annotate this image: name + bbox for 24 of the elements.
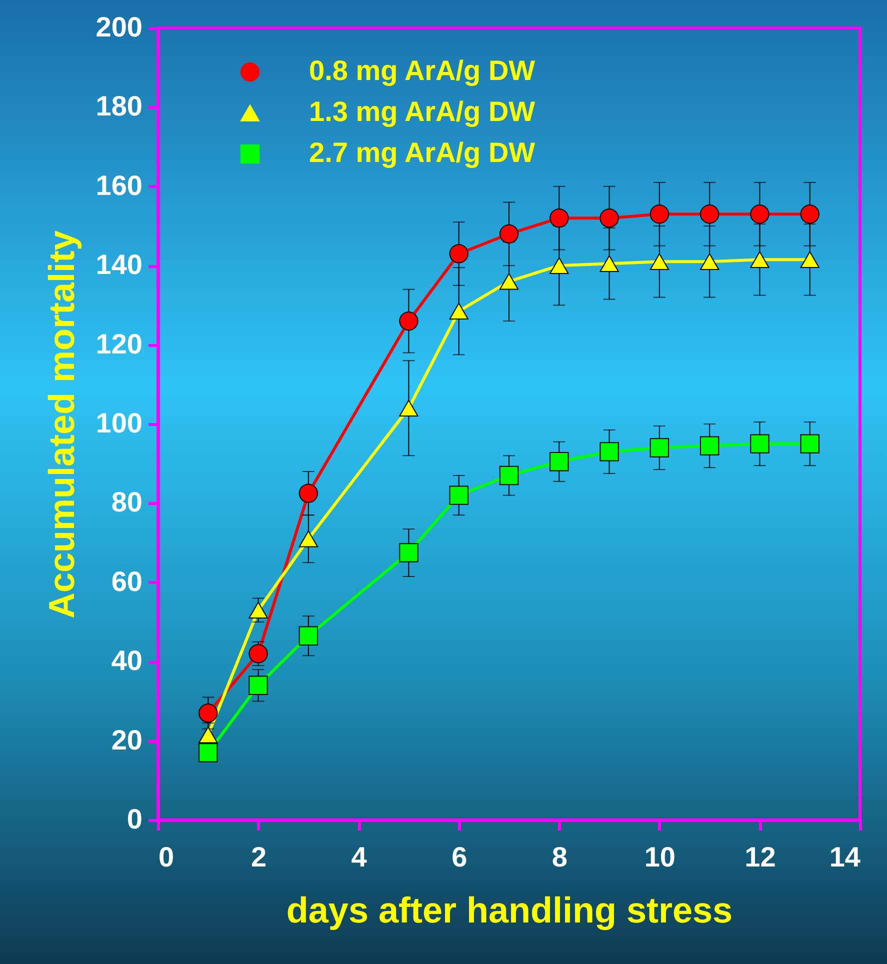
x-tick-label: 0 xyxy=(158,842,174,872)
y-tick-label: 140 xyxy=(96,249,142,280)
y-tick-label: 160 xyxy=(96,170,142,201)
y-axis-title: Accumulated mortality xyxy=(40,230,82,619)
y-tick-label: 80 xyxy=(111,486,142,518)
y-tick-label: 180 xyxy=(96,90,142,122)
x-tick-label: 2 xyxy=(250,842,267,872)
y-tick-label: 100 xyxy=(96,408,142,438)
y-tick-label: 40 xyxy=(111,645,142,676)
x-tick-label: 12 xyxy=(744,842,776,872)
y-tick-label: 60 xyxy=(111,566,142,597)
x-tick-label: 4 xyxy=(351,842,368,872)
y-tick-label: 0 xyxy=(126,804,142,834)
x-tick-label: 8 xyxy=(552,842,568,872)
legend-label: 0.8 mg ArA/g DW xyxy=(309,55,536,86)
legend-label: 1.3 mg ArA/g DW xyxy=(309,96,536,127)
x-tick-label: 14 xyxy=(829,842,861,872)
x-axis-title: days after handling stress xyxy=(286,890,733,930)
y-tick-label: 20 xyxy=(111,724,142,756)
x-tick-label: 10 xyxy=(644,842,676,872)
legend-label: 2.7 mg ArA/g DW xyxy=(309,137,536,168)
x-tick-label: 6 xyxy=(452,842,468,872)
y-tick-label: 120 xyxy=(96,328,142,360)
y-tick-label: 200 xyxy=(96,12,142,42)
